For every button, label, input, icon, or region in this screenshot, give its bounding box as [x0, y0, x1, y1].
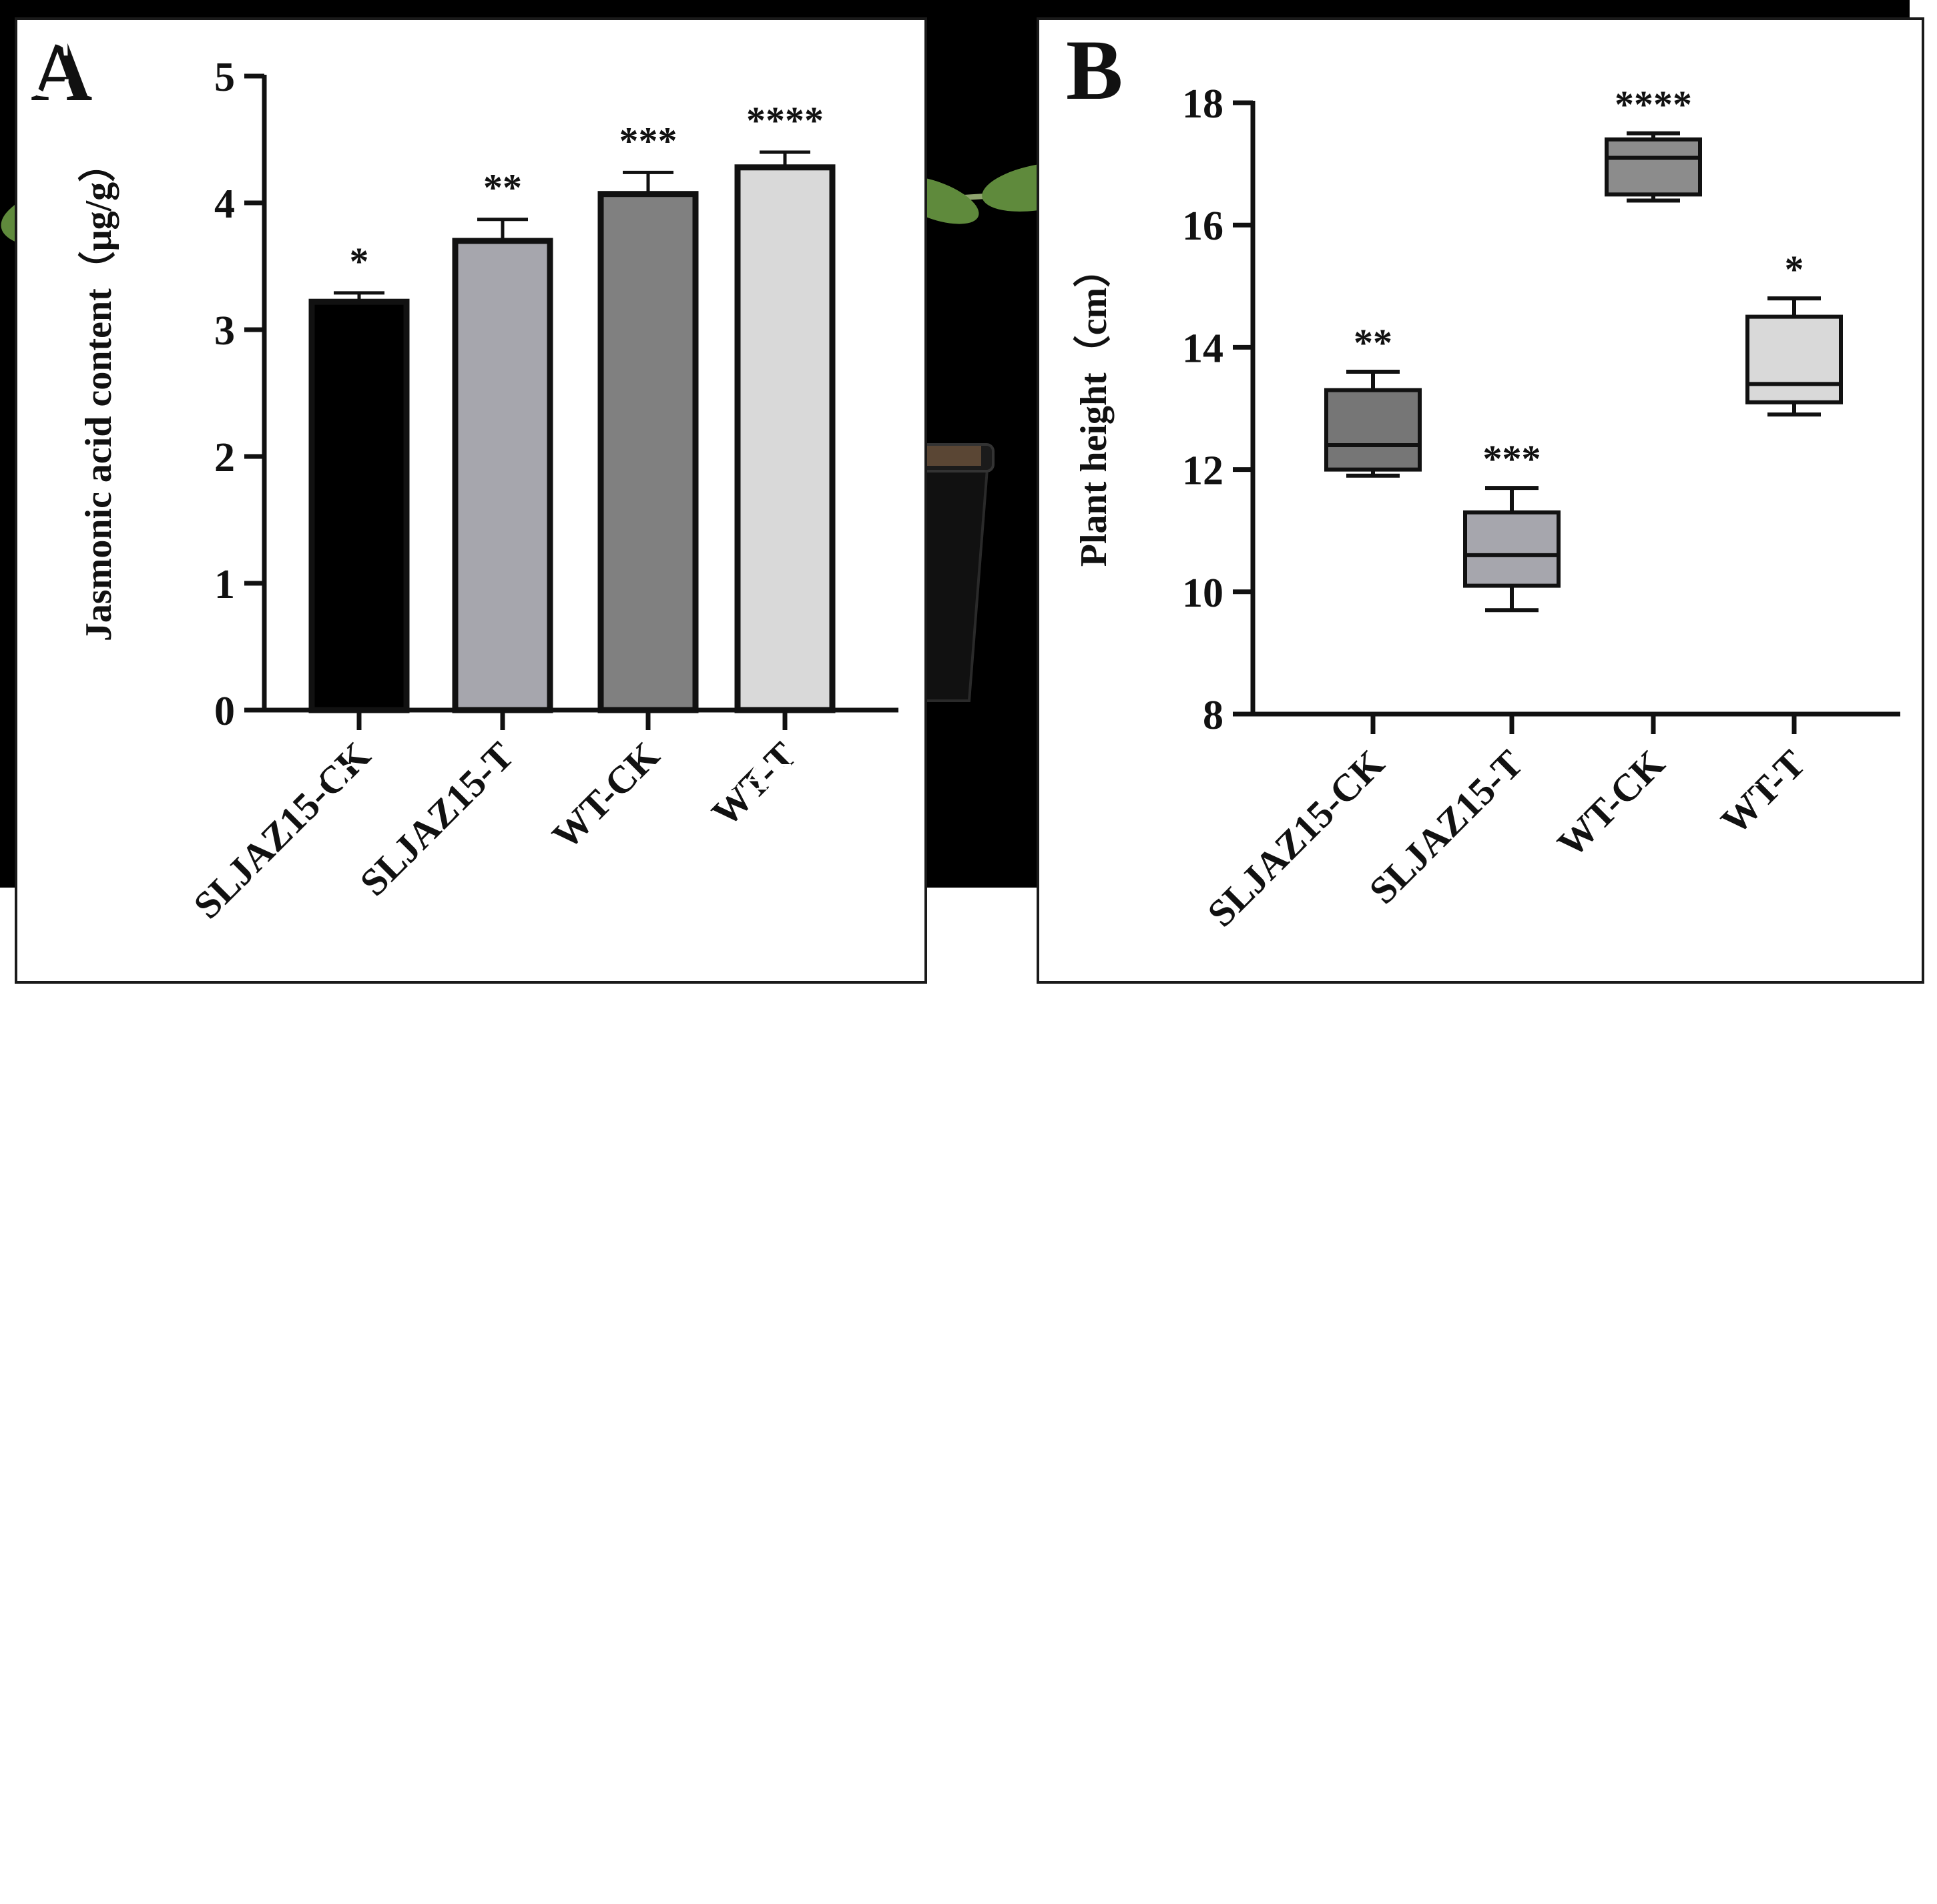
photo-label-italic: SLJAZ15: [678, 755, 831, 798]
bar: [597, 191, 699, 713]
panel-label-b: B: [1066, 23, 1123, 117]
y-tick-label: 4: [214, 182, 235, 227]
significance-label: **: [1354, 321, 1392, 364]
y-tick-label: 0: [214, 689, 235, 734]
scale-bar: [1721, 844, 1876, 852]
y-tick-label: 10: [1182, 571, 1223, 616]
panel-label-a: A: [31, 24, 92, 119]
bar: [308, 298, 410, 713]
panel-a: A 0 1 2 3 4 5 Jasmonic acid content（μg/g） * SLJAZ…: [15, 17, 927, 984]
y-tick-label: 8: [1203, 693, 1223, 738]
bar: [452, 238, 553, 713]
photo-label-suffix: -CK: [323, 755, 395, 798]
bar-chart: A 0 1 2 3 4 5 Jasmonic acid content（μg/g） * SLJAZ…: [31, 24, 898, 927]
photo-label-suffix: WT-CK: [1192, 747, 1324, 790]
photo-label-sljaz15-t: SLJAZ15-T: [678, 754, 870, 799]
y-tick-label: 12: [1182, 448, 1223, 494]
photo-label-sljaz15-ck: SLJAZ15-CK: [171, 754, 394, 799]
significance-label: ***: [1483, 437, 1541, 481]
significance-label: ****: [746, 99, 824, 142]
significance-label: ***: [619, 119, 677, 162]
box: [1605, 137, 1702, 197]
y-tick-label: 3: [214, 308, 235, 354]
y-axis-title: Jasmonic acid content（μg/g）: [77, 145, 119, 641]
y-axis-title: Plant height（cm）: [1073, 250, 1115, 567]
panel-label-c: C: [13, 20, 75, 115]
significance-label: *: [1785, 248, 1804, 291]
y-tick-label: 5: [214, 55, 235, 100]
photo-label-italic: SLJAZ15: [171, 755, 324, 798]
bar: [734, 164, 836, 713]
y-tick-label: 14: [1182, 326, 1223, 371]
y-tick-label: 18: [1182, 81, 1223, 127]
box: [1463, 510, 1561, 588]
photo-label-wt-t: WT-T: [1665, 750, 1764, 795]
photo-label-suffix: -T: [830, 755, 870, 798]
box: [1745, 314, 1843, 404]
x-tick-label: WT-CK: [1549, 741, 1673, 866]
y-tick-label: 2: [214, 435, 235, 481]
significance-label: ****: [1615, 83, 1692, 126]
photo-label-suffix: WT-T: [1665, 751, 1765, 794]
panel-b: B 8 10 12 14 16 18 Plant height（cm） ** SLJAZ15-CK…: [1037, 17, 1924, 984]
photo-label-wt-ck: WT-CK: [1192, 746, 1324, 791]
y-tick-label: 1: [214, 562, 235, 607]
x-tick-label: WT-CK: [543, 733, 667, 858]
significance-label: **: [483, 166, 522, 210]
y-tick-label: 16: [1182, 204, 1223, 249]
box: [1324, 388, 1422, 472]
significance-label: *: [350, 240, 369, 283]
